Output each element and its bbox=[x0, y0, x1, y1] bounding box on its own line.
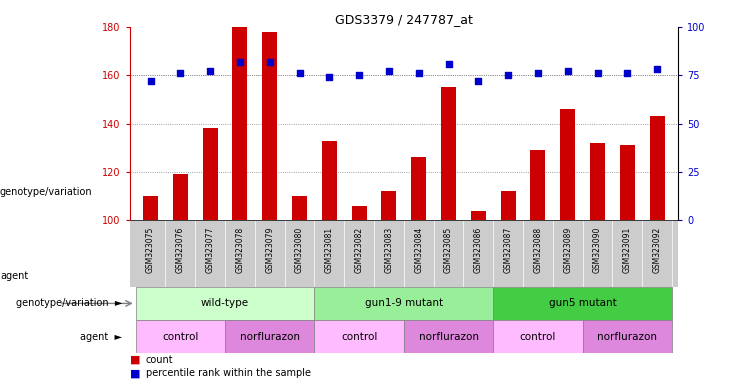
Bar bbox=[382, 191, 396, 220]
Bar bbox=[352, 206, 367, 220]
Text: GSM323082: GSM323082 bbox=[355, 227, 364, 273]
Bar bbox=[494, 287, 672, 320]
Text: GSM323090: GSM323090 bbox=[593, 227, 602, 273]
Bar bbox=[233, 27, 247, 220]
Text: GSM323078: GSM323078 bbox=[236, 227, 245, 273]
Bar bbox=[531, 150, 545, 220]
Point bbox=[205, 68, 216, 74]
Text: norflurazon: norflurazon bbox=[240, 332, 300, 342]
Bar bbox=[322, 141, 337, 220]
Bar bbox=[620, 146, 635, 220]
Text: ■: ■ bbox=[130, 368, 140, 378]
Point bbox=[622, 70, 634, 76]
Text: percentile rank within the sample: percentile rank within the sample bbox=[146, 368, 311, 378]
Bar bbox=[411, 157, 426, 220]
Text: GSM323092: GSM323092 bbox=[653, 227, 662, 273]
Text: GSM323077: GSM323077 bbox=[206, 227, 215, 273]
Text: control: control bbox=[519, 332, 556, 342]
Text: ■: ■ bbox=[130, 355, 140, 365]
Text: GSM323089: GSM323089 bbox=[563, 227, 572, 273]
Bar bbox=[590, 143, 605, 220]
Point bbox=[591, 70, 603, 76]
Title: GDS3379 / 247787_at: GDS3379 / 247787_at bbox=[335, 13, 473, 26]
Point bbox=[174, 70, 186, 76]
Bar bbox=[173, 174, 187, 220]
Point bbox=[353, 72, 365, 78]
Bar bbox=[494, 320, 582, 353]
Text: GSM323087: GSM323087 bbox=[504, 227, 513, 273]
Bar bbox=[143, 196, 158, 220]
Text: GSM323085: GSM323085 bbox=[444, 227, 453, 273]
Bar bbox=[650, 116, 665, 220]
Text: genotype/variation: genotype/variation bbox=[0, 187, 93, 197]
Text: count: count bbox=[146, 355, 173, 365]
Bar bbox=[314, 287, 494, 320]
Bar bbox=[404, 320, 494, 353]
Text: GSM323079: GSM323079 bbox=[265, 227, 274, 273]
Bar bbox=[471, 211, 486, 220]
Bar bbox=[136, 287, 314, 320]
Text: GSM323076: GSM323076 bbox=[176, 227, 185, 273]
Point bbox=[442, 61, 454, 67]
Point bbox=[413, 70, 425, 76]
Point bbox=[473, 78, 485, 84]
Text: genotype/variation  ►: genotype/variation ► bbox=[16, 298, 122, 308]
Text: agent  ►: agent ► bbox=[80, 332, 122, 342]
Text: norflurazon: norflurazon bbox=[419, 332, 479, 342]
Text: GSM323086: GSM323086 bbox=[473, 227, 483, 273]
Bar bbox=[314, 320, 404, 353]
Text: control: control bbox=[162, 332, 199, 342]
Bar bbox=[292, 196, 307, 220]
Point bbox=[144, 78, 156, 84]
Text: GSM323091: GSM323091 bbox=[623, 227, 632, 273]
Text: GSM323083: GSM323083 bbox=[385, 227, 393, 273]
Bar bbox=[203, 128, 218, 220]
Text: norflurazon: norflurazon bbox=[597, 332, 657, 342]
Text: GSM323080: GSM323080 bbox=[295, 227, 304, 273]
Text: agent: agent bbox=[0, 271, 28, 281]
Bar bbox=[560, 109, 575, 220]
Point bbox=[383, 68, 395, 74]
Text: GSM323075: GSM323075 bbox=[146, 227, 155, 273]
Point bbox=[264, 59, 276, 65]
Point bbox=[293, 70, 305, 76]
Point bbox=[502, 72, 514, 78]
Text: GSM323084: GSM323084 bbox=[414, 227, 423, 273]
Bar bbox=[501, 191, 516, 220]
Text: GSM323088: GSM323088 bbox=[534, 227, 542, 273]
Text: gun5 mutant: gun5 mutant bbox=[549, 298, 617, 308]
Point bbox=[532, 70, 544, 76]
Text: GSM323081: GSM323081 bbox=[325, 227, 334, 273]
Bar bbox=[262, 32, 277, 220]
Text: control: control bbox=[341, 332, 377, 342]
Text: wild-type: wild-type bbox=[201, 298, 249, 308]
Bar bbox=[225, 320, 314, 353]
Point bbox=[562, 68, 574, 74]
Point bbox=[234, 59, 246, 65]
Bar bbox=[136, 320, 225, 353]
Point bbox=[323, 74, 335, 80]
Text: gun1-9 mutant: gun1-9 mutant bbox=[365, 298, 443, 308]
Bar bbox=[441, 87, 456, 220]
Point bbox=[651, 66, 663, 73]
Bar bbox=[582, 320, 672, 353]
